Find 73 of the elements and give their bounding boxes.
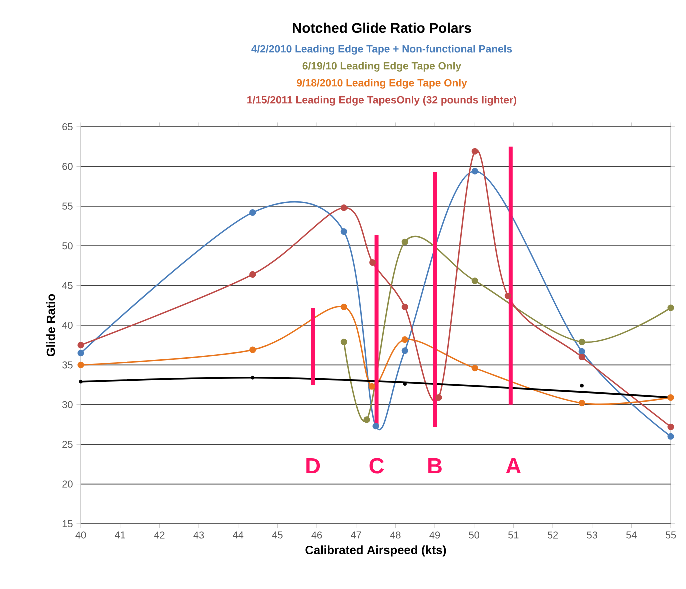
text: 4/2/2010 Leading Edge Tape + Non-functional Panels (252, 45, 512, 55)
x-tick-label: 41 (115, 532, 126, 539)
x-axis-title: Calibrated Airspeed (kts) (306, 546, 446, 557)
point (578, 354, 586, 361)
annotation: D (306, 458, 320, 474)
point (504, 292, 512, 300)
point (668, 424, 674, 430)
point (580, 384, 584, 388)
point (370, 259, 376, 266)
chart-title: Notched Glide Ratio Polars (293, 22, 472, 34)
x-tick-label: 40 (76, 532, 86, 539)
x-tick-label: 52 (548, 532, 558, 539)
text: 1/15/2011 Leading Edge TapesOnly (32 pounds lighter) (248, 96, 517, 106)
point (340, 338, 348, 346)
point (250, 271, 256, 278)
point (402, 348, 408, 354)
y-tick-label: 60 (62, 163, 73, 170)
annotation: A (506, 458, 522, 474)
y-tick-label: 55 (62, 202, 73, 210)
point (78, 350, 84, 357)
point (472, 365, 478, 372)
text: 6/19/10 Leading Edge Tape Only (302, 62, 462, 72)
point (402, 336, 408, 344)
point (472, 278, 478, 284)
x-tick-label: 46 (312, 532, 322, 539)
y-tick-label: 25 (62, 441, 73, 448)
x-tick-label: 50 (469, 532, 480, 539)
point (578, 348, 586, 355)
y-tick-label: 20 (62, 480, 73, 488)
point (668, 394, 674, 402)
point (340, 304, 348, 311)
point (340, 228, 348, 236)
point (402, 304, 408, 311)
point (79, 380, 83, 384)
x-tick-label: 42 (154, 532, 165, 539)
x-tick-label: 44 (233, 532, 244, 539)
x-tick-label: 47 (351, 532, 362, 539)
y-tick-label: 35 (62, 362, 73, 369)
point (250, 346, 256, 354)
annotation: B (428, 458, 442, 474)
x-tick-label: 54 (626, 532, 637, 539)
y-tick-label: 65 (62, 123, 73, 131)
point (78, 362, 84, 368)
x-tick-label: 45 (272, 532, 283, 539)
x-tick-label: 49 (430, 532, 440, 539)
point (472, 168, 478, 175)
annotation: C (370, 458, 384, 474)
x-tick-label: 43 (194, 532, 204, 539)
point (402, 238, 408, 246)
point (578, 338, 586, 346)
x-tick-label: 53 (587, 532, 598, 539)
point (668, 433, 674, 440)
y-tick-label: 30 (62, 401, 73, 408)
x-tick-label: 51 (508, 532, 519, 539)
point (368, 383, 376, 390)
point (436, 394, 442, 402)
x-tick-label: 55 (666, 532, 676, 539)
y-tick-label: 40 (62, 322, 73, 330)
y-tick-label: 50 (62, 242, 73, 250)
point (364, 416, 370, 424)
y-tick-label: 15 (62, 520, 73, 528)
point (372, 423, 380, 430)
y-axis-title: Glide Ratio (46, 294, 56, 357)
point (578, 400, 586, 407)
point (340, 204, 348, 212)
point (472, 148, 478, 155)
point (78, 342, 84, 349)
text: 9/18/2010 Leading Edge Tape Only (297, 79, 468, 89)
x-tick-label: 48 (390, 532, 401, 539)
point (250, 209, 256, 216)
y-tick-label: 45 (62, 282, 73, 290)
point (251, 376, 255, 380)
point (668, 304, 674, 312)
